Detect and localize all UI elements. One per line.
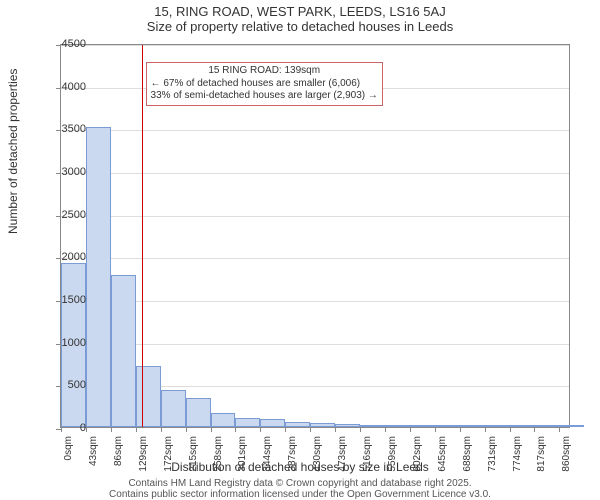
gridline xyxy=(61,130,569,131)
y-tick-mark xyxy=(56,216,61,217)
x-tick-mark xyxy=(235,427,236,432)
y-tick-label: 2000 xyxy=(62,251,86,263)
y-axis-label: Number of detached properties xyxy=(6,69,20,234)
histogram-bar xyxy=(260,419,285,427)
x-tick-mark xyxy=(161,427,162,432)
x-tick-label: 301sqm xyxy=(237,436,248,472)
y-tick-mark xyxy=(56,88,61,89)
y-tick-mark xyxy=(56,45,61,46)
y-tick-label: 4000 xyxy=(62,81,86,93)
y-tick-label: 1500 xyxy=(62,294,86,306)
annotation-line1: 15 RING ROAD: 139sqm xyxy=(151,65,378,78)
y-tick-label: 4500 xyxy=(62,38,86,50)
x-tick-label: 0sqm xyxy=(63,436,74,460)
x-tick-mark xyxy=(310,427,311,432)
y-tick-mark xyxy=(56,173,61,174)
x-tick-label: 172sqm xyxy=(163,436,174,472)
y-tick-label: 3000 xyxy=(62,166,86,178)
histogram-bar xyxy=(460,425,485,427)
histogram-bar xyxy=(534,425,559,427)
x-tick-mark xyxy=(410,427,411,432)
x-tick-label: 774sqm xyxy=(512,436,523,472)
footer-line1: Contains HM Land Registry data © Crown c… xyxy=(0,478,600,489)
x-tick-mark xyxy=(360,427,361,432)
x-tick-mark xyxy=(61,427,62,432)
x-tick-label: 129sqm xyxy=(138,436,149,472)
histogram-bar xyxy=(510,425,535,427)
x-tick-label: 559sqm xyxy=(387,436,398,472)
x-tick-mark xyxy=(335,427,336,432)
histogram-bar xyxy=(310,423,335,427)
x-tick-mark xyxy=(136,427,137,432)
x-tick-mark xyxy=(385,427,386,432)
annotation-line3: 33% of semi-detached houses are larger (… xyxy=(151,90,378,103)
y-tick-label: 500 xyxy=(68,379,86,391)
x-tick-label: 645sqm xyxy=(437,436,448,472)
x-tick-label: 688sqm xyxy=(462,436,473,472)
x-tick-mark xyxy=(485,427,486,432)
gridline xyxy=(61,216,569,217)
x-tick-label: 602sqm xyxy=(412,436,423,472)
marker-line xyxy=(142,45,143,427)
gridline xyxy=(61,344,569,345)
histogram-bar xyxy=(410,425,435,427)
x-tick-mark xyxy=(86,427,87,432)
y-tick-label: 3500 xyxy=(62,123,86,135)
gridline xyxy=(61,173,569,174)
x-tick-label: 516sqm xyxy=(362,436,373,472)
x-tick-label: 258sqm xyxy=(213,436,224,472)
page-title-line1: 15, RING ROAD, WEST PARK, LEEDS, LS16 5A… xyxy=(0,0,600,19)
annotation-line2: ← 67% of detached houses are smaller (6,… xyxy=(151,78,378,91)
gridline xyxy=(61,258,569,259)
histogram-bar xyxy=(161,390,186,427)
x-tick-label: 43sqm xyxy=(88,436,99,466)
x-tick-mark xyxy=(534,427,535,432)
y-tick-label: 1000 xyxy=(62,337,86,349)
histogram-bar xyxy=(235,418,260,427)
x-tick-label: 387sqm xyxy=(287,436,298,472)
x-tick-label: 215sqm xyxy=(188,436,199,472)
histogram-bar xyxy=(360,425,385,427)
histogram-bar xyxy=(186,398,211,427)
gridline xyxy=(61,301,569,302)
x-tick-label: 731sqm xyxy=(487,436,498,472)
x-tick-mark xyxy=(260,427,261,432)
footer-line2: Contains public sector information licen… xyxy=(0,489,600,500)
x-tick-label: 860sqm xyxy=(561,436,572,472)
y-tick-mark xyxy=(56,258,61,259)
histogram-chart: 15 RING ROAD: 139sqm← 67% of detached ho… xyxy=(60,44,570,428)
page-title-line2: Size of property relative to detached ho… xyxy=(0,19,600,34)
footer-attribution: Contains HM Land Registry data © Crown c… xyxy=(0,478,600,500)
x-tick-mark xyxy=(460,427,461,432)
x-tick-mark xyxy=(186,427,187,432)
gridline xyxy=(61,45,569,46)
histogram-bar xyxy=(335,424,360,427)
histogram-bar xyxy=(211,413,236,428)
x-tick-mark xyxy=(559,427,560,432)
histogram-bar xyxy=(136,366,161,427)
annotation-box: 15 RING ROAD: 139sqm← 67% of detached ho… xyxy=(146,62,383,106)
x-tick-mark xyxy=(435,427,436,432)
x-tick-mark xyxy=(211,427,212,432)
histogram-bar xyxy=(385,425,410,427)
x-tick-label: 344sqm xyxy=(262,436,273,472)
x-tick-label: 86sqm xyxy=(113,436,124,466)
histogram-bar xyxy=(435,425,460,427)
y-tick-label: 0 xyxy=(80,422,86,434)
x-tick-label: 430sqm xyxy=(312,436,323,472)
x-tick-label: 473sqm xyxy=(337,436,348,472)
x-tick-mark xyxy=(285,427,286,432)
y-tick-label: 2500 xyxy=(62,209,86,221)
x-tick-label: 817sqm xyxy=(536,436,547,472)
y-tick-mark xyxy=(56,130,61,131)
histogram-bar xyxy=(485,425,510,427)
x-tick-mark xyxy=(111,427,112,432)
histogram-bar xyxy=(559,425,584,427)
histogram-bar xyxy=(111,275,136,427)
histogram-bar xyxy=(86,127,111,427)
x-tick-mark xyxy=(510,427,511,432)
histogram-bar xyxy=(285,422,310,427)
